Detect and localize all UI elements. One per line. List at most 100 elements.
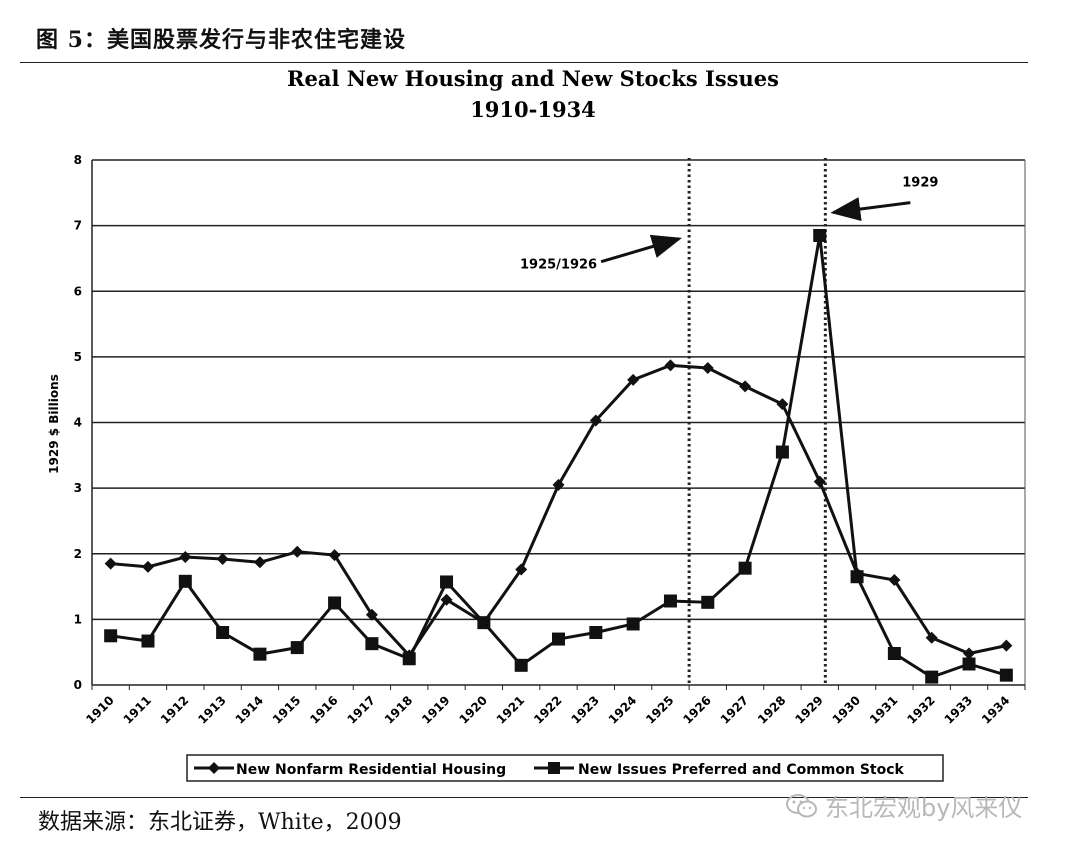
data-point-stock <box>402 652 416 666</box>
figure-caption: 图 5：美国股票发行与非农住宅建设 <box>36 27 406 53</box>
x-tick-label: 1917 <box>345 693 379 727</box>
data-point-housing <box>963 647 976 660</box>
data-point-housing <box>104 557 117 570</box>
x-tick-label: 1926 <box>680 693 714 727</box>
x-tick-label: 1913 <box>195 693 229 727</box>
data-point-housing <box>179 551 192 564</box>
data-point-stock <box>328 596 342 610</box>
x-tick-label: 1918 <box>382 693 416 727</box>
data-point-stock <box>477 616 491 630</box>
data-point-stock <box>104 629 118 643</box>
data-point-housing <box>1000 639 1013 652</box>
legend-label-stocks: New Issues Preferred and Common Stock <box>578 762 905 778</box>
x-tick-label: 1927 <box>718 693 752 727</box>
data-point-stock <box>253 647 267 661</box>
reference-lines: 1925/1926 1929 <box>520 158 938 685</box>
data-point-stock <box>290 641 304 655</box>
x-tick-label: 1916 <box>307 693 341 727</box>
x-tick-label: 1929 <box>792 693 826 727</box>
x-tick-label: 1920 <box>456 693 490 727</box>
data-point-stock <box>999 668 1013 682</box>
x-tick-label: 1914 <box>233 693 267 727</box>
y-tick-label: 0 <box>74 678 82 692</box>
wechat-icon <box>786 793 817 817</box>
series-line-0 <box>110 363 1007 657</box>
data-point-stock <box>663 594 677 608</box>
data-point-housing <box>365 608 378 621</box>
x-tick-label: 1928 <box>755 693 789 727</box>
x-tick-label: 1915 <box>270 693 304 727</box>
y-tick-label: 2 <box>74 547 82 561</box>
legend-marker-square <box>548 762 560 774</box>
x-tick-label: 1932 <box>904 693 938 727</box>
data-point-housing <box>813 475 826 488</box>
y-tick-label: 4 <box>74 416 82 430</box>
data-point-housing <box>515 563 528 576</box>
y-tick-label: 1 <box>74 612 82 626</box>
data-point-stock <box>626 617 640 631</box>
data-point-housing <box>291 545 304 558</box>
x-tick-label: 1925 <box>643 693 677 727</box>
data-point-stock <box>216 626 230 639</box>
line-chart: Real New Housing and New Stocks Issues 1… <box>47 66 1026 782</box>
data-point-stock <box>141 634 155 648</box>
x-tick-label: 1931 <box>867 693 901 727</box>
data-point-stock <box>365 637 379 651</box>
footer-divider <box>20 797 1028 798</box>
y-tick-label: 5 <box>74 350 82 364</box>
x-tick-label: 1921 <box>494 693 528 727</box>
data-point-stock <box>552 632 565 646</box>
chart-subtitle: 1910-1934 <box>470 97 596 122</box>
annotation-label: 1925/1926 <box>520 257 597 272</box>
legend-marker-diamond <box>208 762 220 774</box>
data-point-housing <box>253 556 266 569</box>
annotation-label: 1929 <box>902 175 938 190</box>
data-point-housing <box>888 574 901 586</box>
data-point-stock <box>738 561 752 575</box>
x-tick-label: 1910 <box>83 693 117 727</box>
data-point-stock <box>440 575 454 589</box>
x-tick-label: 1933 <box>942 693 976 727</box>
annotation-arrow <box>600 234 682 264</box>
legend: New Nonfarm Residential Housing New Issu… <box>186 754 944 782</box>
x-tick-label: 1912 <box>158 693 192 727</box>
data-point-stock <box>514 658 528 672</box>
gridlines <box>92 159 1025 621</box>
data-point-stock <box>701 595 715 609</box>
data-point-stock <box>925 670 939 684</box>
data-point-housing <box>216 553 229 565</box>
data-point-housing <box>701 362 714 375</box>
y-tick-label: 8 <box>74 153 82 167</box>
data-point-housing <box>141 560 154 573</box>
data-point-housing <box>328 549 341 562</box>
data-point-stock <box>850 570 864 584</box>
x-tick-label: 1919 <box>419 693 453 727</box>
caption-divider <box>20 62 1028 63</box>
data-point-housing <box>664 359 677 372</box>
data-point-stock <box>775 445 789 459</box>
data-point-housing <box>627 373 640 386</box>
chart-title: Real New Housing and New Stocks Issues <box>287 66 779 91</box>
data-point-stock <box>962 657 976 671</box>
watermark: 东北宏观by风来仪 <box>785 788 1022 823</box>
y-axis-label: 1929 $ Billions <box>47 374 61 474</box>
annotation-arrow <box>830 197 911 221</box>
data-point-housing <box>925 631 938 644</box>
x-tick-label: 1911 <box>121 693 155 727</box>
x-tick-label: 1924 <box>606 693 640 727</box>
y-tick-label: 6 <box>74 284 82 298</box>
data-point-stock <box>178 574 192 588</box>
x-tick-label: 1922 <box>531 693 565 727</box>
y-tick-label: 7 <box>74 219 82 233</box>
legend-label-housing: New Nonfarm Residential Housing <box>236 762 506 778</box>
x-tick-label: 1930 <box>830 693 864 727</box>
x-tick-label: 1934 <box>979 693 1013 727</box>
data-point-housing <box>552 478 565 491</box>
watermark-text: 东北宏观by风来仪 <box>825 794 1023 822</box>
data-point-housing <box>589 414 602 427</box>
data-point-housing <box>776 398 789 411</box>
y-tick-label: 3 <box>74 481 82 495</box>
data-point-housing <box>739 380 752 393</box>
data-point-stock <box>887 647 901 660</box>
